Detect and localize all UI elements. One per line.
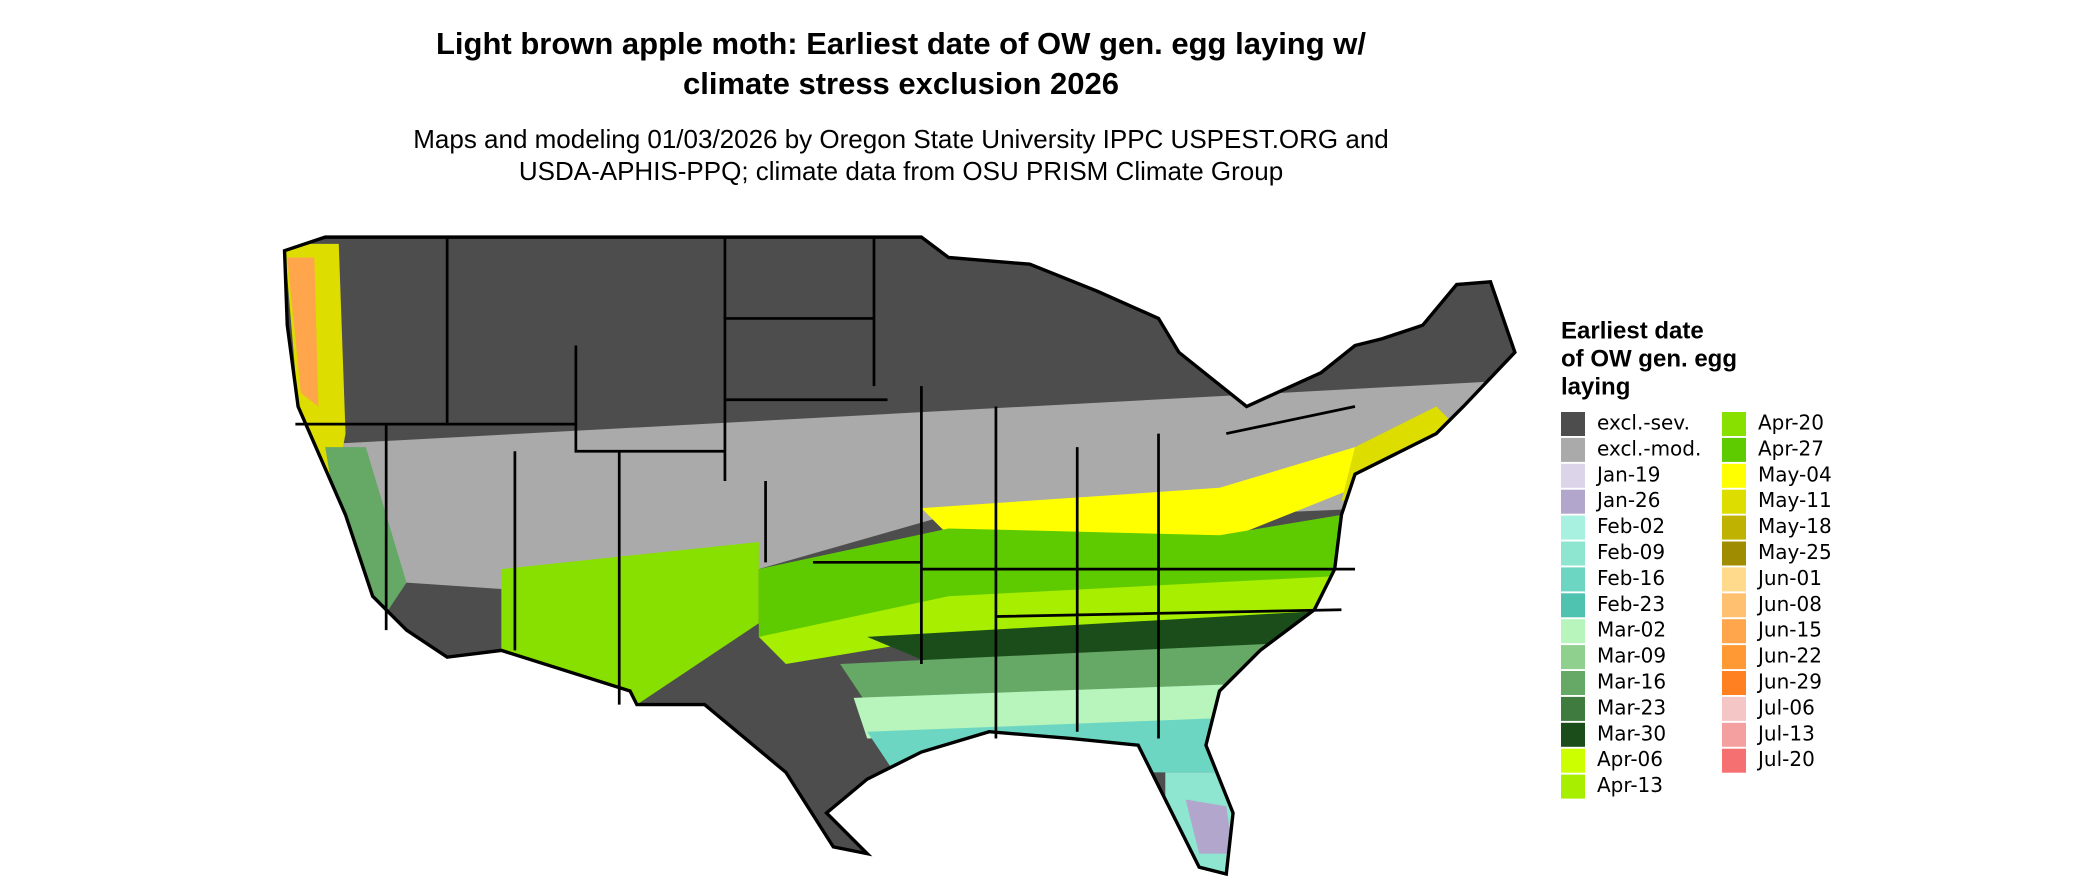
title: climate stress exclusion 2026 — [683, 66, 1119, 101]
legend-label: Mar-09 — [1597, 644, 1666, 668]
subtitle: USDA-APHIS-PPQ; climate data from OSU PR… — [519, 156, 1283, 186]
legend-swatch — [1722, 541, 1746, 566]
legend-label: May-04 — [1758, 462, 1832, 486]
legend-swatch — [1561, 437, 1585, 462]
legend-swatch — [1561, 645, 1585, 670]
legend-swatch — [1722, 489, 1746, 514]
map-region — [1185, 799, 1234, 854]
subtitle: Maps and modeling 01/03/2026 by Oregon S… — [413, 124, 1389, 154]
map-region — [921, 447, 1355, 542]
legend-label: Feb-16 — [1597, 566, 1665, 590]
map — [282, 235, 1517, 877]
legend-label: Jun-15 — [1756, 618, 1822, 642]
us-outline — [282, 235, 1517, 877]
legend-label: Mar-23 — [1597, 695, 1666, 719]
legend-swatch — [1722, 463, 1746, 488]
legend-swatch — [1722, 515, 1746, 540]
legend-swatch — [1561, 748, 1585, 773]
legend-swatch — [1722, 671, 1746, 695]
legend-swatch — [1722, 412, 1746, 436]
legend-label: Jul-13 — [1756, 721, 1815, 745]
legend-swatch — [1722, 748, 1746, 773]
legend-title: of OW gen. egg — [1561, 345, 1737, 372]
legend-label: Apr-13 — [1597, 773, 1663, 797]
legend-swatch — [1722, 645, 1746, 670]
legend-swatch — [1561, 567, 1585, 592]
legend-label: Mar-02 — [1597, 618, 1666, 642]
legend-swatch — [1561, 774, 1585, 799]
legend-swatch — [1722, 567, 1746, 592]
legend-swatch — [1561, 671, 1585, 695]
legend-label: Feb-09 — [1597, 540, 1665, 564]
legend-swatch — [1561, 696, 1585, 721]
legend-label: Apr-20 — [1758, 411, 1824, 435]
map-region — [867, 609, 1342, 671]
legend-label: Apr-06 — [1597, 747, 1663, 771]
legend-label: Jan-26 — [1595, 488, 1661, 512]
legend-swatch — [1722, 696, 1746, 721]
legend-swatch — [1722, 722, 1746, 747]
legend-title: Earliest date — [1561, 317, 1704, 344]
legend-label: Apr-27 — [1758, 436, 1824, 460]
legend-label: Jun-01 — [1756, 566, 1822, 590]
legend-swatch — [1561, 593, 1585, 618]
legend-label: Mar-30 — [1597, 721, 1666, 745]
legend-label: Feb-23 — [1597, 592, 1665, 616]
legend-label: Jul-06 — [1756, 695, 1815, 719]
legend-label: Jul-20 — [1756, 747, 1815, 771]
legend-label: excl.-sev. — [1597, 411, 1690, 435]
legend-label: Jun-22 — [1756, 644, 1822, 668]
legend-swatch — [1561, 722, 1585, 747]
legend-swatch — [1722, 619, 1746, 644]
legend-swatch — [1561, 463, 1585, 488]
map-region — [284, 379, 1515, 597]
legend-swatch — [1561, 541, 1585, 566]
legend-title: laying — [1561, 373, 1630, 400]
legend-label: May-25 — [1758, 540, 1832, 564]
legend-label: May-11 — [1758, 488, 1832, 512]
legend-swatch — [1561, 489, 1585, 514]
map-region — [501, 542, 759, 705]
legend-label: Jan-19 — [1595, 462, 1661, 486]
state-borders — [295, 237, 1356, 739]
legend-swatch — [1561, 515, 1585, 540]
map-region — [287, 257, 319, 407]
legend-label: Mar-16 — [1597, 670, 1666, 694]
legend-swatch — [1561, 619, 1585, 644]
legend-swatch — [1561, 412, 1585, 436]
title: Light brown apple moth: Earliest date of… — [436, 26, 1366, 61]
legend-label: Jun-29 — [1756, 670, 1822, 694]
legend: excl.-sev.excl.-mod.Jan-19Jan-26Feb-02Fe… — [1561, 411, 1832, 799]
legend-swatch — [1722, 437, 1746, 462]
legend-label: Jun-08 — [1756, 592, 1822, 616]
legend-label: Feb-02 — [1597, 514, 1665, 538]
legend-swatch — [1722, 593, 1746, 618]
legend-label: excl.-mod. — [1597, 436, 1701, 460]
legend-label: May-18 — [1758, 514, 1832, 538]
